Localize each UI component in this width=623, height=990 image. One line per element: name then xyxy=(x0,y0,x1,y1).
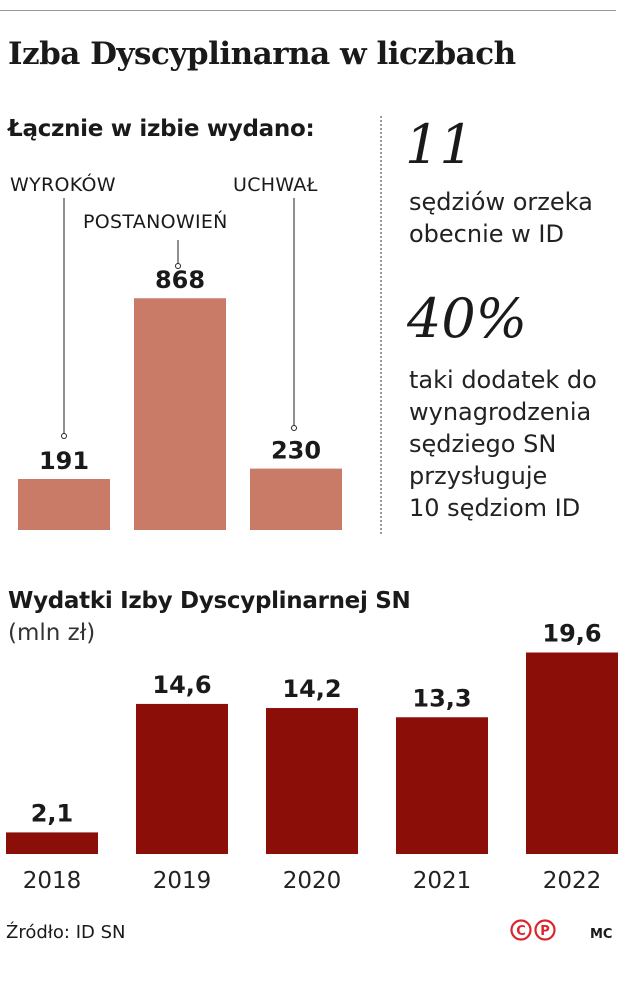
leader-dot xyxy=(61,433,67,439)
bar-uchwał xyxy=(250,468,342,530)
source-note: Źródło: ID SN xyxy=(6,922,126,943)
category-label-wyrokow: WYROKÓW xyxy=(10,174,116,196)
expenses-chart-unit: (mln zł) xyxy=(8,620,96,646)
column-divider xyxy=(380,116,382,534)
fact-text-bonus: taki dodatek do wynagrodzenia sędziego S… xyxy=(409,364,597,524)
bar-2021 xyxy=(396,717,488,854)
value-label: 14,6 xyxy=(152,671,211,699)
main-title: Izba Dyscyplinarna w liczbach xyxy=(8,36,516,72)
category-label-postanowien: POSTANOWIEŃ xyxy=(83,211,228,233)
bar-2022 xyxy=(526,652,618,854)
category-label-uchwal: UCHWAŁ xyxy=(233,174,318,196)
fact-line: wynagrodzenia xyxy=(409,398,592,426)
value-label: 14,2 xyxy=(282,675,341,703)
x-tick-label: 2022 xyxy=(543,868,602,894)
top-rule xyxy=(0,10,616,11)
value-label: 191 xyxy=(39,447,89,475)
x-tick-label: 2021 xyxy=(413,868,472,894)
fact-number-bonus: 40% xyxy=(407,287,528,350)
fact-line: przysługuje xyxy=(409,462,548,490)
fact-text-judges: sędziów orzeka obecnie w ID xyxy=(409,186,593,250)
bar-wyroków xyxy=(18,479,110,530)
decisions-chart-title: Łącznie w izbie wydano: xyxy=(8,116,315,142)
bar-2018 xyxy=(6,832,98,854)
decisions-chart: 191 868 230 xyxy=(16,198,344,531)
value-label: 2,1 xyxy=(31,799,74,827)
bar-2020 xyxy=(266,708,358,854)
fact-line: sędziego SN xyxy=(409,430,557,458)
svg-text:C: C xyxy=(516,924,526,939)
value-label: 19,6 xyxy=(542,620,601,648)
leader-dot xyxy=(175,263,181,269)
fact-line: sędziów orzeka xyxy=(409,188,593,216)
expenses-chart: 2,1 2018 14,6 2019 14,2 2020 13,3 2021 19,6 2022 xyxy=(6,620,618,894)
author-initials: MC xyxy=(590,927,613,942)
x-tick-label: 2019 xyxy=(153,868,212,894)
value-label: 868 xyxy=(155,266,205,294)
svg-text:P: P xyxy=(540,924,550,939)
x-tick-label: 2020 xyxy=(283,868,342,894)
fact-line: 10 sędziom ID xyxy=(409,494,581,522)
value-label: 230 xyxy=(271,437,321,465)
fact-line: obecnie w ID xyxy=(409,220,564,248)
publisher-logo: C P xyxy=(510,919,556,941)
leader-dot xyxy=(291,425,297,431)
bar-2019 xyxy=(136,703,228,854)
bar-postanowień xyxy=(134,298,226,530)
value-label: 13,3 xyxy=(412,684,471,712)
x-tick-label: 2018 xyxy=(23,868,82,894)
fact-number-judges: 11 xyxy=(405,113,474,176)
fact-line: taki dodatek do xyxy=(409,366,597,394)
expenses-chart-title: Wydatki Izby Dyscyplinarnej SN xyxy=(8,588,411,614)
